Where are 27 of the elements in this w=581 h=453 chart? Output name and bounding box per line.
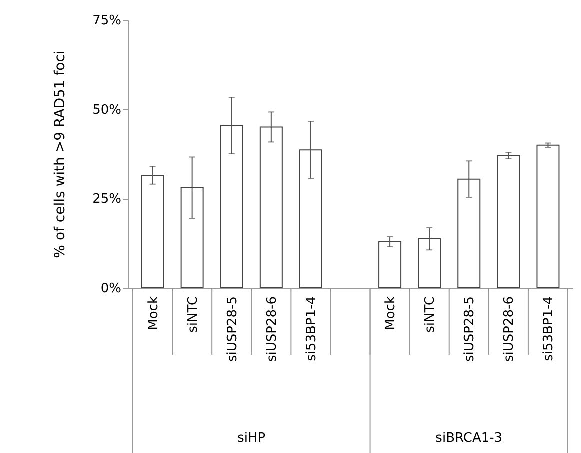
- y-axis-title: % of cells with >9 RAD51 foci: [52, 50, 69, 258]
- bar: [378, 241, 402, 288]
- y-tick-label: 25%: [92, 192, 122, 208]
- y-tick-label: 0%: [100, 282, 122, 296]
- x-tick-label: si53BP1-4: [304, 296, 320, 362]
- bar: [260, 126, 283, 288]
- x-tick-label: siUSP28-6: [502, 296, 518, 362]
- bar: [536, 144, 560, 288]
- x-tick-label: siUSP28-5: [462, 296, 478, 362]
- x-tick-label: siUSP28-5: [225, 296, 240, 362]
- text: siHP: [238, 431, 266, 446]
- x-tick-label: si53BP1-4: [542, 296, 557, 362]
- y-tick-label: 75%: [92, 14, 122, 28]
- x-tick-label: siUSP28-6: [264, 296, 280, 362]
- bar: [458, 178, 481, 288]
- bar: [141, 174, 164, 288]
- x-tick-label: Mock: [384, 296, 399, 330]
- bar: [497, 155, 520, 288]
- x-tick-label: siNTC: [423, 296, 438, 333]
- bar: [180, 187, 204, 288]
- bar: [418, 238, 442, 288]
- bar: [220, 125, 244, 288]
- text: siBRCA1-3: [436, 431, 503, 446]
- y-tick-label: 50%: [92, 102, 122, 118]
- bar: [299, 150, 322, 288]
- x-tick-label: Mock: [146, 296, 162, 330]
- x-tick-label: siNTC: [186, 296, 201, 333]
